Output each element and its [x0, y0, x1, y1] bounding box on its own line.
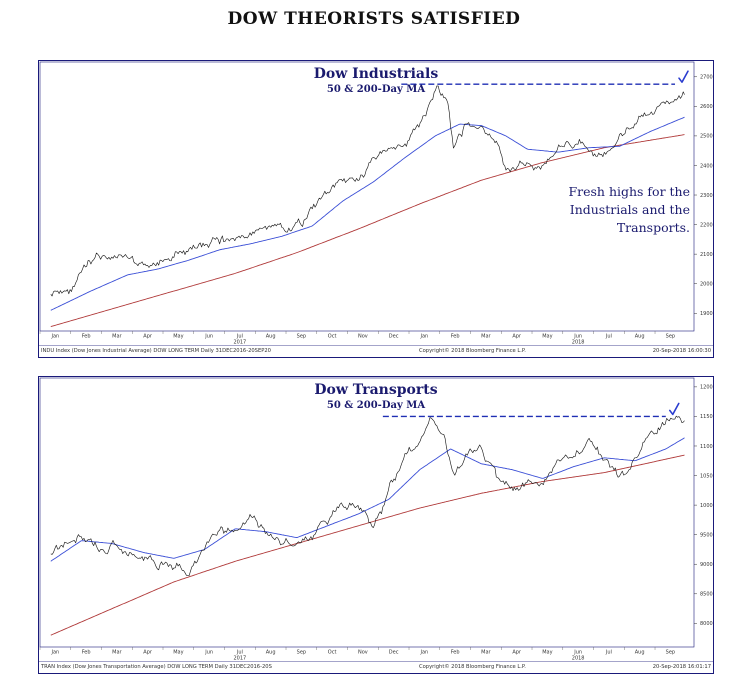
x-tick-label: Jan: [51, 650, 60, 656]
year-label: 2018: [572, 340, 585, 346]
x-tick-label: Aug: [635, 650, 645, 656]
footer-center: Copyright© 2018 Bloomberg Finance L.P.: [419, 347, 526, 354]
x-tick-label: Jan: [420, 650, 429, 656]
plot-area: [39, 61, 695, 332]
y-tick-label: 22000: [700, 222, 713, 228]
y-tick-label: 10000: [700, 503, 713, 509]
x-tick-label: Aug: [266, 650, 276, 656]
year-label: 2017: [234, 656, 247, 662]
x-tick-label: Jul: [236, 650, 243, 656]
chart-title: Dow Industrials: [314, 66, 439, 82]
y-tick-label: 8000: [700, 621, 713, 627]
x-tick-label: Feb: [451, 334, 460, 340]
x-tick-label: Apr: [143, 650, 153, 656]
x-tick-label: Jun: [573, 650, 582, 656]
industrials-chart-panel: 19000 20000 21000 22000 23000 24000 25000 26000…: [38, 60, 714, 358]
chart-subtitle: 50 & 200-Day MA: [327, 84, 425, 95]
footer-center: Copyright© 2018 Bloomberg Finance L.P.: [419, 663, 526, 670]
x-tick-label: Mar: [481, 334, 491, 340]
x-tick-label: May: [542, 334, 552, 340]
x-tick-label: Mar: [481, 650, 491, 656]
x-tick-label: Feb: [82, 334, 91, 340]
y-tick-label: 8500: [700, 592, 713, 598]
checkmark-icon: [678, 70, 689, 83]
x-tick-label: Jul: [605, 650, 612, 656]
x-tick-label: Oct: [328, 650, 337, 656]
transports-chart: 8000 8500 9000 9500 10000 10500 11000 11500 1200…: [39, 377, 713, 670]
x-tick-label: Nov: [358, 650, 368, 656]
year-label: 2018: [572, 656, 585, 662]
x-tick-label: Mar: [112, 650, 122, 656]
x-tick-label: Jun: [573, 334, 582, 340]
x-tick-label: Feb: [451, 650, 460, 656]
y-tick-label: 19000: [700, 311, 713, 317]
y-tick-label: 9500: [700, 532, 713, 538]
x-tick-label: Aug: [635, 334, 645, 340]
transports-chart-panel: 8000 8500 9000 9500 10000 10500 11000 11500 1200…: [38, 376, 714, 674]
x-tick-label: Jan: [51, 334, 60, 340]
y-tick-label: 11000: [700, 444, 713, 450]
annotation-line: Transports.: [617, 220, 690, 235]
y-tick-label: 9000: [700, 562, 713, 568]
footer-left: INDU Index (Dow Jones Industrial Average…: [41, 348, 271, 354]
y-tick-label: 10500: [700, 473, 713, 479]
y-tick-label: 25000: [700, 134, 713, 140]
x-tick-label: Sep: [666, 334, 675, 340]
x-tick-label: Sep: [297, 650, 306, 656]
x-tick-label: May: [173, 334, 183, 340]
y-tick-label: 23000: [700, 193, 713, 199]
x-tick-label: May: [173, 650, 183, 656]
footer-left: TRAN Index (Dow Jones Transportation Ave…: [40, 664, 272, 670]
ma200-line: [50, 134, 685, 328]
industrials-chart: 19000 20000 21000 22000 23000 24000 25000 26000…: [39, 61, 713, 354]
x-tick-label: Dec: [389, 650, 399, 656]
price-line: [50, 415, 685, 577]
x-tick-label: Sep: [297, 334, 306, 340]
chart-title: Dow Transports: [314, 382, 437, 398]
y-tick-label: 27000: [700, 75, 713, 81]
y-tick-label: 12000: [700, 385, 713, 391]
x-tick-label: Jun: [204, 334, 213, 340]
annotation-line: Industrials and the: [570, 202, 690, 217]
x-tick-label: Mar: [112, 334, 122, 340]
x-tick-label: Aug: [266, 334, 276, 340]
checkmark-icon: [668, 402, 680, 416]
x-tick-label: Apr: [143, 334, 153, 340]
plot-area: [39, 377, 695, 648]
footer-right: 20-Sep-2018 16:00:30: [653, 348, 711, 354]
x-tick-label: Jan: [420, 334, 429, 340]
year-label: 2017: [234, 340, 247, 346]
ma200-line: [50, 454, 685, 636]
y-tick-label: 26000: [700, 104, 713, 110]
x-tick-label: Apr: [512, 334, 522, 340]
x-tick-label: Jul: [605, 334, 612, 340]
x-tick-label: Dec: [389, 334, 399, 340]
x-tick-label: May: [542, 650, 552, 656]
annotation-line: Fresh highs for the: [568, 184, 690, 199]
ma50-line: [50, 116, 685, 311]
x-tick-label: Oct: [328, 334, 337, 340]
x-tick-label: Jul: [236, 334, 243, 340]
y-tick-label: 20000: [700, 282, 713, 288]
x-tick-label: Apr: [512, 650, 522, 656]
ma50-line: [50, 437, 685, 562]
x-tick-label: Jun: [204, 650, 213, 656]
footer-right: 20-Sep-2018 16:01:17: [653, 664, 711, 670]
price-line: [50, 85, 685, 297]
y-tick-label: 11500: [700, 414, 713, 420]
x-tick-label: Sep: [666, 650, 675, 656]
page-title: DOW THEORISTS SATISFIED: [227, 9, 521, 29]
chart-subtitle: 50 & 200-Day MA: [327, 400, 425, 411]
x-tick-label: Feb: [82, 650, 91, 656]
y-tick-label: 24000: [700, 163, 713, 169]
x-tick-label: Nov: [358, 334, 368, 340]
y-tick-label: 21000: [700, 252, 713, 258]
